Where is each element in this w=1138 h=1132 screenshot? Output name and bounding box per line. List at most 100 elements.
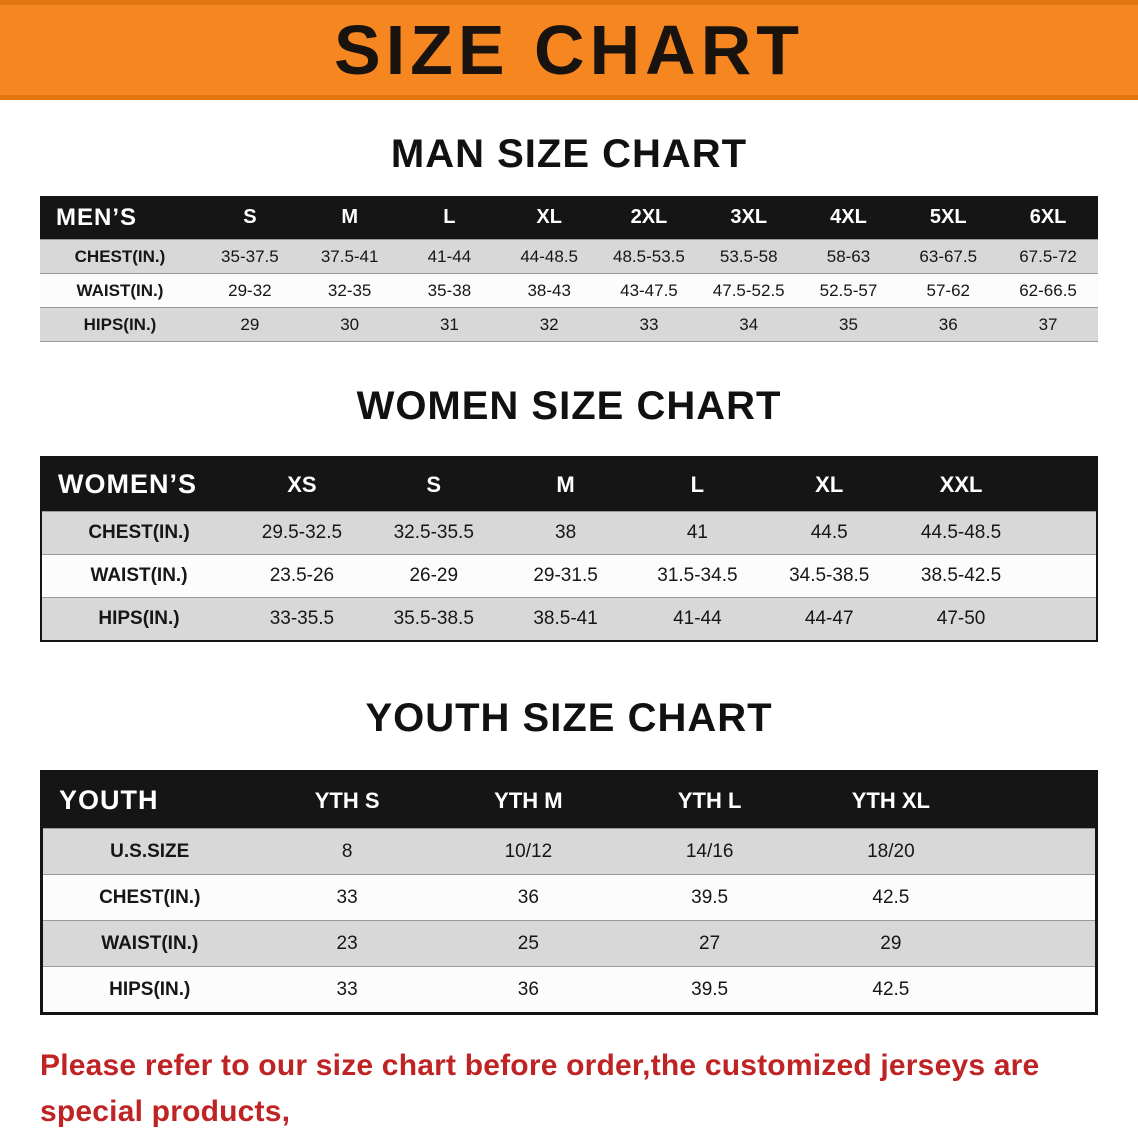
table-row: WAIST(IN.) 29-32 32-35 35-38 38-43 43-47.5 47.… [40, 273, 1098, 308]
size-column-header: M [499, 457, 632, 512]
size-value-cell: 41 [686, 522, 708, 543]
table-header-row: WOMEN’S XS S M L XL XXL [41, 457, 1097, 512]
size-value-cell: 34.5-38.5 [789, 565, 870, 586]
size-column-header: 3XL [698, 196, 799, 240]
table-row: HIPS(IN.) 33 36 39.5 42.5 [41, 966, 1097, 1014]
size-value-cell: 32.5-35.5 [393, 522, 474, 543]
size-column-header: XS [236, 457, 368, 512]
table-row: CHEST(IN.) 33 36 39.5 42.5 [41, 874, 1097, 921]
size-value-cell: 34 [739, 314, 759, 334]
size-value-cell: 41-44 [427, 246, 472, 266]
notice-line-1: Please refer to our size chart before or… [40, 1049, 1040, 1128]
size-value-cell: 31.5-34.5 [657, 565, 738, 586]
table-row: U.S.SIZE 8 10/12 14/16 18/20 [41, 828, 1097, 875]
table-title: WOMEN’S [41, 457, 236, 512]
size-column-header: 2XL [599, 196, 699, 240]
size-value-cell: 63-67.5 [919, 246, 978, 266]
footer-notice: Please refer to our size chart before or… [40, 1043, 1102, 1132]
spacer-cell [982, 967, 1097, 1014]
table-row: HIPS(IN.) 33-35.5 35.5-38.5 38.5-41 41-44 44-… [41, 597, 1097, 642]
size-value-cell: 35-38 [427, 280, 472, 300]
size-value-cell: 39.5 [691, 886, 729, 908]
size-value-cell: 67.5-72 [1019, 246, 1077, 266]
size-column-header: 5XL [898, 196, 999, 240]
size-value-cell: 57-62 [926, 280, 970, 300]
size-value-cell: 52.5-57 [819, 280, 878, 300]
size-value-cell: 39.5 [691, 978, 729, 1000]
size-value-cell: 37.5-41 [320, 246, 379, 266]
measurement-label: WAIST(IN.) [101, 932, 199, 954]
table-row: WAIST(IN.) 23 25 27 29 [41, 920, 1097, 967]
size-value-cell: 18/20 [867, 840, 915, 862]
measurement-label: CHEST(IN.) [99, 886, 201, 908]
section-men: MAN SIZE CHART MEN’S S M L XL 2XL 3XL 4XL 5XL 6XL… [0, 130, 1138, 342]
size-value-cell: 47.5-52.5 [712, 280, 785, 300]
table-title: YOUTH [41, 771, 257, 829]
size-value-cell: 29 [880, 932, 902, 954]
size-value-cell: 53.5-58 [719, 246, 778, 266]
men-section-heading: MAN SIZE CHART [390, 132, 748, 176]
size-column-header: S [200, 196, 300, 240]
spacer-cell [982, 829, 1097, 875]
size-value-cell: 35.5-38.5 [393, 608, 474, 629]
size-value-cell: 14/16 [685, 840, 734, 862]
women-section-heading: WOMEN SIZE CHART [356, 384, 782, 428]
size-value-cell: 48.5-53.5 [613, 246, 685, 266]
size-value-cell: 10/12 [504, 840, 553, 862]
youth-section-heading: YOUTH SIZE CHART [365, 696, 773, 740]
size-value-cell: 38.5-42.5 [920, 565, 1002, 586]
spacer-cell [1027, 457, 1097, 512]
women-size-table: WOMEN’S XS S M L XL XXL CHEST(IN.) 29.5-32.5 32.5… [40, 456, 1098, 642]
measurement-label: WAIST(IN.) [76, 280, 164, 300]
youth-size-table: YOUTH YTH S YTH M YTH L YTH XL U.S.SIZE 8 10/12… [40, 770, 1098, 1015]
size-value-cell: 31 [439, 314, 459, 334]
banner: SIZE CHART [0, 0, 1138, 100]
size-value-cell: 35 [839, 314, 858, 334]
size-value-cell: 32-35 [327, 280, 372, 300]
measurement-label: HIPS(IN.) [83, 314, 157, 334]
table-title: MEN’S [40, 196, 200, 240]
size-value-cell: 43-47.5 [620, 280, 678, 300]
size-value-cell: 32 [539, 314, 559, 334]
size-value-cell: 44-48.5 [520, 246, 579, 266]
charts-area: MAN SIZE CHART MEN’S S M L XL 2XL 3XL 4XL 5XL 6XL… [0, 130, 1138, 1015]
size-value-cell: 29.5-32.5 [261, 522, 343, 543]
men-size-table: MEN’S S M L XL 2XL 3XL 4XL 5XL 6XL CHEST(IN.) 35-37… [40, 196, 1098, 342]
size-value-cell: 23 [336, 932, 358, 954]
size-value-cell: 38 [555, 522, 577, 543]
size-value-cell: 27 [699, 932, 721, 954]
measurement-label: WAIST(IN.) [90, 565, 188, 586]
size-column-header: YTH S [256, 771, 438, 829]
size-column-header: M [299, 196, 400, 240]
size-value-cell: 38.5-41 [533, 608, 598, 629]
size-column-header: 4XL [798, 196, 899, 240]
size-value-cell: 42.5 [872, 978, 910, 1000]
size-value-cell: 42.5 [872, 886, 910, 908]
size-value-cell: 29-32 [228, 280, 272, 300]
spacer-cell [981, 771, 1097, 829]
spacer-cell [1027, 598, 1097, 642]
size-value-cell: 36 [517, 886, 539, 908]
size-value-cell: 23.5-26 [269, 565, 335, 586]
size-value-cell: 44.5 [810, 522, 848, 543]
table-row: WAIST(IN.) 23.5-26 26-29 29-31.5 31.5-34.5 34… [41, 554, 1097, 598]
size-value-cell: 58-63 [826, 246, 871, 266]
size-column-header: YTH L [619, 771, 801, 829]
size-value-cell: 29 [240, 314, 260, 334]
size-column-header: L [631, 457, 764, 512]
size-value-cell: 33 [639, 314, 659, 334]
table-row: CHEST(IN.) 35-37.5 37.5-41 41-44 44-48.5 48.5… [40, 239, 1098, 274]
section-women: WOMEN SIZE CHART WOMEN’S XS S M L XL XXL CHEST(… [0, 382, 1138, 642]
size-value-cell: 62-66.5 [1019, 280, 1077, 300]
size-value-cell: 26-29 [409, 565, 459, 586]
size-value-cell: 33 [336, 886, 358, 908]
size-value-cell: 37 [1038, 314, 1058, 334]
size-column-header: S [367, 457, 500, 512]
size-column-header: L [399, 196, 500, 240]
spacer-cell [982, 921, 1097, 967]
table-row: CHEST(IN.) 29.5-32.5 32.5-35.5 38 41 44.5 44.5… [41, 511, 1097, 555]
page-title: SIZE CHART [334, 11, 804, 89]
size-value-cell: 44.5-48.5 [920, 522, 1002, 543]
size-value-cell: 8 [341, 840, 353, 862]
